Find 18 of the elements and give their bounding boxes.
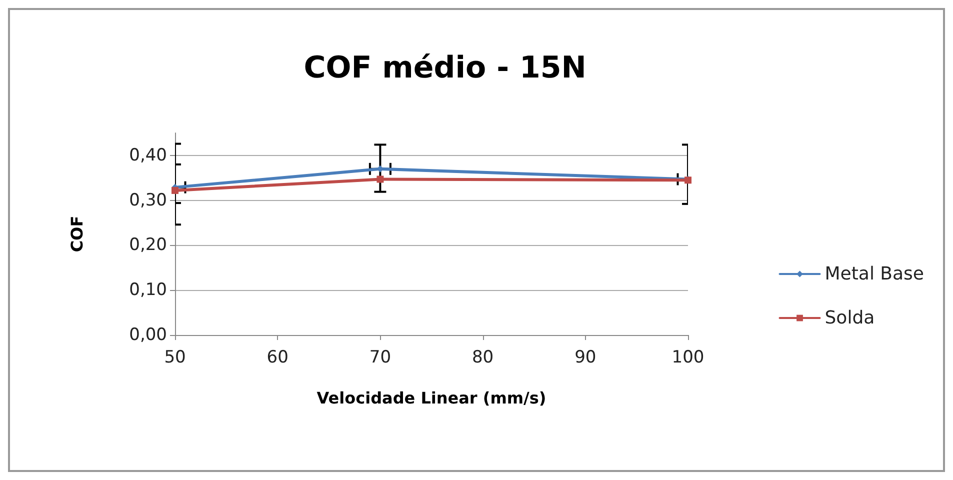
x-tick-label: 90 (574, 348, 596, 368)
legend-label: Solda (824, 308, 875, 328)
y-tick-label: 0,40 (129, 145, 167, 166)
x-tick-label: 60 (266, 348, 288, 368)
x-tick-label: 80 (472, 348, 494, 368)
legend-label: Metal Base (824, 264, 924, 284)
chart-title: COF médio - 15N (304, 50, 586, 86)
y-tick-label: 0,10 (129, 280, 167, 300)
y-tick-label: 0,20 (129, 235, 167, 256)
x-tick-label: 50 (164, 348, 186, 368)
y-tick-label: 0,00 (129, 325, 167, 345)
x-tick-label: 100 (672, 348, 704, 368)
point (172, 186, 178, 194)
x-axis-title: Velocidade Linear (mm/s) (316, 388, 546, 408)
point (376, 176, 384, 183)
x-tick-label: 70 (369, 348, 392, 368)
y-axis-title: COF (68, 216, 86, 252)
y-tick-label: 0,30 (129, 190, 167, 210)
